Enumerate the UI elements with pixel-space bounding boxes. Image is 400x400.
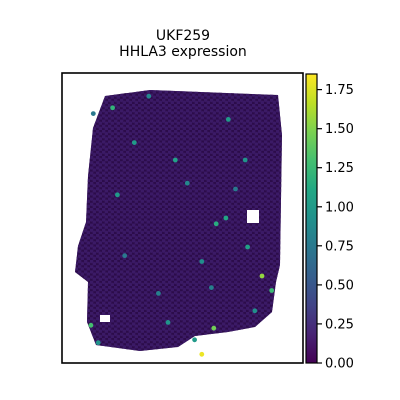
- expression-point: [192, 337, 198, 343]
- expression-points: [88, 93, 275, 357]
- colorbar-tick-label: 1.50: [325, 122, 354, 137]
- colorbar-tick-label: 1.75: [325, 83, 354, 98]
- expression-point: [209, 285, 214, 290]
- colorbar-tick-label: 0.50: [325, 278, 354, 293]
- expression-point: [269, 288, 275, 293]
- expression-point: [223, 215, 229, 221]
- expression-point: [115, 192, 120, 198]
- expression-point: [122, 253, 128, 259]
- colorbar-tick-label: 0.25: [325, 317, 354, 332]
- expression-point: [225, 117, 231, 122]
- expression-point: [199, 351, 205, 357]
- expression-point: [88, 322, 94, 328]
- expression-point: [259, 273, 265, 279]
- colorbar-tick-label: 1.00: [325, 200, 354, 215]
- colorbar-tick-label: 0.00: [325, 357, 354, 372]
- expression-point: [172, 157, 178, 163]
- expression-point: [131, 140, 137, 146]
- chart-subtitle: HHLA3 expression: [119, 44, 247, 60]
- expression-point: [199, 259, 205, 264]
- colorbar-tick-label: 1.25: [325, 161, 354, 176]
- expression-point: [213, 221, 219, 227]
- tissue-gap: [247, 210, 259, 223]
- expression-point: [156, 291, 161, 296]
- expression-point: [211, 325, 217, 331]
- colorbar: [305, 73, 318, 364]
- expression-point: [165, 320, 171, 325]
- expression-point: [95, 340, 101, 346]
- expression-point: [252, 308, 258, 314]
- expression-point: [146, 93, 152, 99]
- colorbar-ticks: 0.00 0.25 0.50 0.75 1.00 1.25 1.50 1.75: [317, 83, 354, 372]
- expression-point: [245, 244, 251, 250]
- chart-title: UKF259: [156, 28, 210, 44]
- expression-point: [233, 186, 238, 192]
- expression-point: [90, 111, 96, 116]
- expression-point: [242, 157, 248, 163]
- expression-point: [184, 180, 190, 186]
- tissue-gap: [100, 315, 110, 322]
- expression-point: [110, 105, 115, 111]
- colorbar-tick-label: 0.75: [325, 239, 354, 254]
